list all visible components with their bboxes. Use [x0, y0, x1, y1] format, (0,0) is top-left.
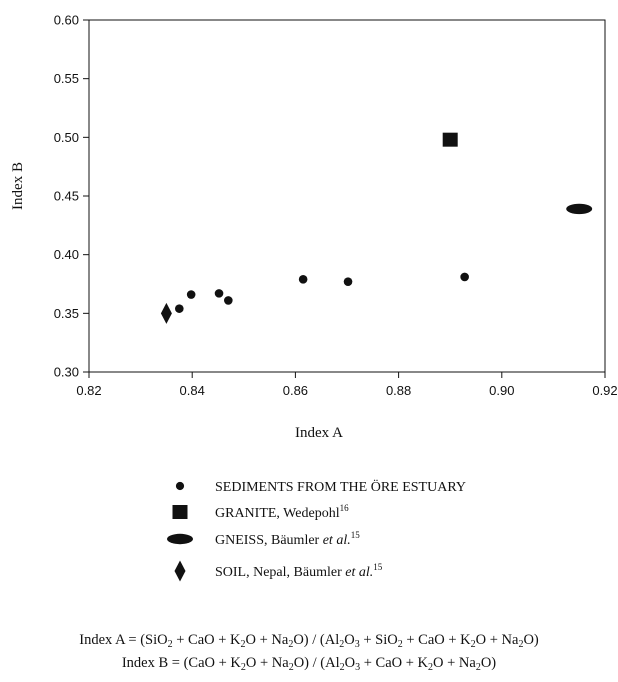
scatter-plot: 0.82 0.84 0.86 0.88 0.90 0.92 0.30 0.35 0.40 0.45…	[10, 13, 618, 582]
legend-marker-circle	[175, 481, 185, 491]
data-point-circle	[186, 290, 196, 299]
y-tick-label: 0.45	[54, 189, 79, 204]
legend-label: GRANITE, Wedepohl16	[215, 503, 349, 521]
formula-index-a: Index A = (SiO2 + CaO + K2O + Na2O) / (A…	[79, 632, 539, 650]
y-tick-label: 0.30	[54, 365, 79, 380]
y-tick-label: 0.60	[54, 13, 79, 28]
data-point-circle	[343, 277, 353, 286]
y-axis-label: Index B	[10, 162, 26, 210]
legend: SEDIMENTS FROM THE ÖRE ESTUARY GRANITE, W…	[167, 478, 466, 582]
x-tick-label: 0.90	[489, 383, 514, 398]
axes: 0.82 0.84 0.86 0.88 0.90 0.92 0.30 0.35 0.40 0.45…	[10, 13, 618, 442]
legend-marker-ellipse	[167, 533, 193, 545]
legend-marker-square	[172, 505, 188, 519]
x-tick-label: 0.84	[180, 383, 205, 398]
data-points	[160, 132, 593, 324]
x-tick-label: 0.88	[386, 383, 411, 398]
data-point-circle	[224, 296, 233, 305]
data-point-circle	[175, 304, 184, 313]
y-tick-label: 0.40	[54, 247, 79, 262]
data-point-ellipse	[566, 203, 593, 215]
x-tick-label: 0.82	[76, 383, 101, 398]
legend-label: SOIL, Nepal, Bäumler et al.15	[215, 562, 383, 580]
y-tick-label: 0.55	[54, 71, 79, 86]
legend-label: GNEISS, Bäumler et al.15	[215, 530, 360, 548]
legend-label: SEDIMENTS FROM THE ÖRE ESTUARY	[215, 478, 466, 495]
legend-marker-diamond	[174, 560, 186, 582]
data-point-circle	[460, 272, 469, 282]
x-tick-label: 0.86	[283, 383, 308, 398]
data-point-circle	[214, 289, 224, 298]
x-axis-label: Index A	[295, 425, 343, 441]
data-point-diamond	[160, 302, 172, 324]
data-point-square	[442, 132, 458, 147]
x-tick-label: 0.92	[592, 383, 617, 398]
formulas: Index A = (SiO2 + CaO + K2O + Na2O) / (A…	[0, 600, 618, 682]
y-tick-label: 0.35	[54, 306, 79, 321]
formula-index-b: Index B = (CaO + K2O + Na2O) / (Al2O3 + …	[121, 655, 497, 673]
data-point-circle	[298, 275, 308, 284]
y-tick-label: 0.50	[54, 130, 79, 145]
